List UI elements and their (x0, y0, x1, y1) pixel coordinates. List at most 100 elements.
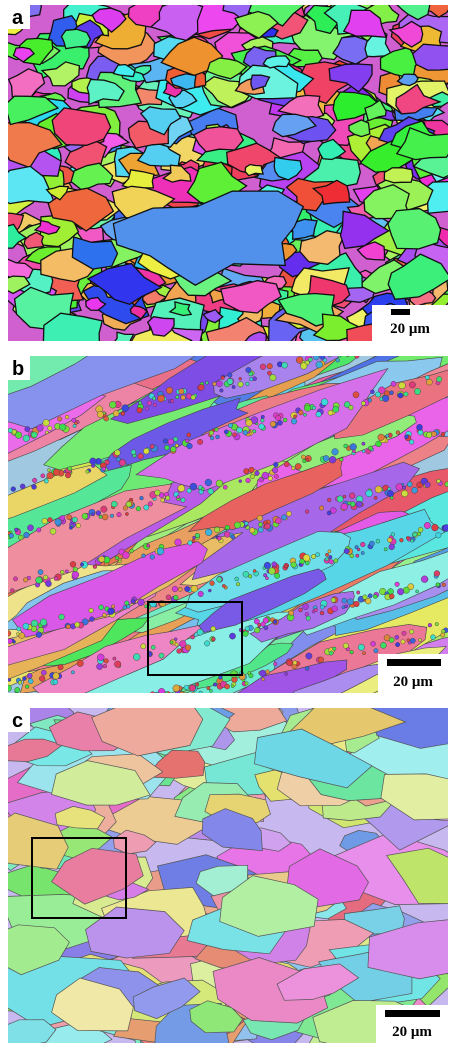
grain (12, 430, 17, 435)
grain (132, 698, 137, 703)
grain (224, 532, 230, 538)
grain (130, 549, 134, 553)
grain (175, 539, 182, 546)
grain (318, 657, 324, 663)
grain (289, 610, 294, 615)
grain (170, 641, 173, 644)
grain (319, 506, 323, 510)
grain (301, 455, 305, 459)
grain (232, 385, 235, 388)
grain (441, 629, 445, 633)
grain (104, 416, 109, 421)
grain (66, 625, 70, 629)
grain (436, 583, 440, 587)
grain (53, 680, 58, 685)
grain (147, 401, 152, 406)
grain (308, 358, 312, 362)
grain (345, 605, 348, 608)
grain (27, 525, 33, 531)
grain (221, 376, 225, 380)
grain (329, 555, 332, 558)
grain (350, 650, 354, 654)
grain (13, 577, 17, 581)
grain (270, 421, 276, 427)
grain (262, 678, 265, 681)
grain (153, 697, 157, 701)
grain (328, 410, 333, 415)
grain (425, 375, 429, 379)
grain (370, 390, 374, 394)
grain (386, 344, 390, 348)
grain (442, 583, 446, 587)
grain (285, 672, 288, 675)
grain (23, 578, 28, 583)
grain (378, 434, 385, 441)
grain (336, 358, 340, 362)
grain (350, 554, 354, 558)
grain (344, 548, 349, 553)
grain (293, 661, 297, 665)
grain (418, 430, 423, 435)
grain (136, 506, 141, 511)
grain (368, 594, 372, 598)
grain (350, 444, 357, 451)
grain (306, 653, 312, 659)
grain (389, 594, 394, 599)
grain (32, 484, 37, 489)
grain (222, 584, 225, 587)
panel-label: b (12, 358, 24, 380)
grain (346, 354, 349, 357)
grain (411, 539, 414, 542)
grain (159, 653, 164, 658)
grain (409, 440, 414, 445)
grain (445, 482, 450, 487)
grain (286, 511, 291, 516)
grain (213, 382, 217, 386)
grain (355, 545, 359, 549)
grain (72, 418, 76, 422)
grain (82, 513, 88, 519)
grain (53, 673, 60, 680)
grain (248, 671, 251, 674)
scale-bar (391, 309, 410, 315)
grain (8, 678, 11, 681)
grain (177, 649, 182, 654)
grain (238, 382, 243, 387)
grain (305, 561, 309, 565)
grain (358, 349, 364, 355)
grain (243, 571, 249, 577)
grain (375, 392, 380, 397)
grain (199, 691, 203, 695)
grain (209, 431, 213, 435)
grain (99, 605, 104, 610)
grain (22, 677, 26, 681)
grain (171, 697, 178, 704)
grain (179, 389, 184, 394)
grain (205, 479, 212, 486)
grain (216, 480, 223, 487)
grain (179, 692, 184, 697)
grain (227, 379, 233, 385)
grain (185, 586, 190, 591)
grain (363, 595, 368, 600)
grain (391, 381, 396, 386)
grain (208, 589, 211, 592)
grain (125, 512, 128, 515)
grain (216, 435, 220, 439)
grain (347, 599, 353, 605)
grain (114, 332, 133, 346)
grain (138, 599, 145, 606)
grain (343, 495, 346, 498)
grain (406, 536, 409, 539)
grain (185, 439, 189, 443)
grain (340, 458, 344, 462)
grain (396, 484, 403, 491)
grain (321, 399, 328, 406)
grain (316, 553, 320, 557)
grain (281, 515, 286, 520)
grain (214, 527, 220, 533)
grain (27, 673, 32, 678)
grain (53, 469, 60, 476)
grain (165, 692, 168, 695)
grain (152, 700, 157, 705)
